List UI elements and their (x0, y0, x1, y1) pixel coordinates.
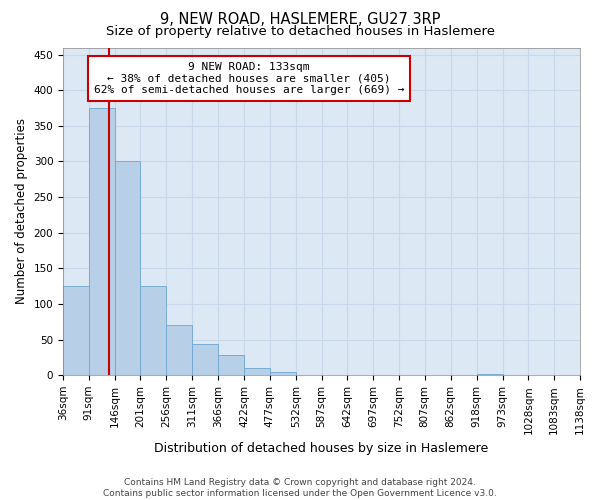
Bar (166, 326, 192, 375)
Bar (270, 372, 296, 375)
Text: Size of property relative to detached houses in Haslemere: Size of property relative to detached ho… (106, 25, 494, 38)
Bar (115, 162, 140, 375)
Bar (89, 108, 115, 375)
Y-axis label: Number of detached properties: Number of detached properties (15, 118, 28, 304)
Bar (63, 286, 89, 375)
Text: 9, NEW ROAD, HASLEMERE, GU27 3RP: 9, NEW ROAD, HASLEMERE, GU27 3RP (160, 12, 440, 28)
Bar (477, 374, 503, 375)
Bar (192, 344, 218, 375)
Bar (244, 368, 270, 375)
Bar (140, 286, 166, 375)
Bar (218, 355, 244, 375)
Text: Contains HM Land Registry data © Crown copyright and database right 2024.
Contai: Contains HM Land Registry data © Crown c… (103, 478, 497, 498)
X-axis label: Distribution of detached houses by size in Haslemere: Distribution of detached houses by size … (154, 442, 488, 455)
Text: 9 NEW ROAD: 133sqm
← 38% of detached houses are smaller (405)
62% of semi-detach: 9 NEW ROAD: 133sqm ← 38% of detached hou… (94, 62, 404, 95)
